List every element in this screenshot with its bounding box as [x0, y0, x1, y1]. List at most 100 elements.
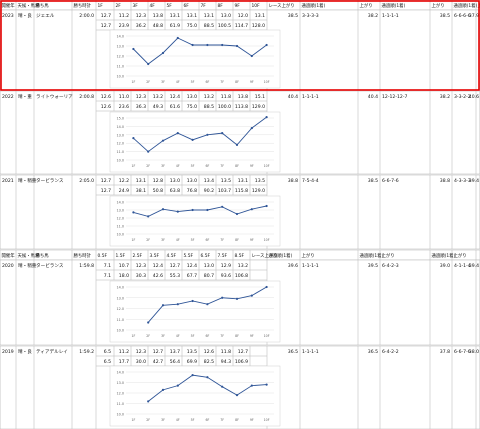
- lap-cell: 13.1: [204, 13, 214, 19]
- lap-chart[interactable]: 15.0 14.0 13.0 12.0 11.0 10.0 1F 2F 3F 4F 5F 6F 7F 8F…: [109, 111, 281, 173]
- x-tick-label: 10F: [264, 80, 270, 84]
- lap-chart[interactable]: 14.0 13.0 12.0 11.0 10.0 1F 2F 3F 4F 5F 6F 7F 8F 9F 10…: [109, 29, 281, 89]
- header-cell: 上がり: [432, 2, 445, 9]
- cumulative-cell: 106.8: [235, 273, 248, 279]
- pass-cell: 6-6-7-6: [454, 349, 471, 355]
- cumulative-cell: 75.0: [187, 23, 197, 29]
- up-cell: 39.0: [440, 263, 450, 269]
- x-tick-label: 5F: [191, 238, 195, 242]
- lap-cell: 13.0: [187, 178, 197, 184]
- year-cell: 2023: [2, 13, 14, 19]
- lap-cell: 13.1: [255, 13, 265, 19]
- lap-cell: 11.2: [119, 13, 129, 19]
- y-tick-label: 10.0: [116, 159, 124, 163]
- pass-cell: 1-1-1-1: [302, 263, 319, 269]
- x-tick-label: 2F: [146, 80, 150, 84]
- cumulative-cell: 12.7: [101, 23, 111, 29]
- y-tick-label: 13.0: [116, 296, 124, 300]
- x-tick-label: 3F: [161, 418, 165, 422]
- lap-chart[interactable]: 14.0 13.0 12.0 11.0 10.0 1F 2F 3F 4F 5F 6F 7F 8F 9F 10…: [109, 195, 281, 247]
- pass-cell: 3-3-3-3: [302, 13, 319, 19]
- data-point: [206, 133, 209, 136]
- lap-cell: 10.7: [119, 263, 129, 269]
- lap-cell: 12.7: [101, 13, 111, 19]
- cumulative-cell: 67.7: [187, 273, 197, 279]
- cumulative-cell: 114.7: [235, 23, 248, 29]
- lap-cell: 12.7: [153, 349, 163, 355]
- y-tick-label: 11.0: [116, 65, 124, 69]
- data-point: [161, 304, 165, 307]
- lap-cell: 12.7: [238, 349, 248, 355]
- lap-chart[interactable]: 14.0 13.0 12.0 11.0 10.0 1F 2F 3F 4F 5F 6F 7F 8F 9F 10…: [109, 280, 281, 343]
- x-tick-label: 9F: [250, 334, 254, 338]
- cumulative-cell: 12.6: [101, 104, 111, 110]
- data-point: [132, 47, 135, 51]
- year-cell: 2019: [2, 349, 14, 355]
- x-tick-label: 8F: [235, 238, 239, 242]
- y-tick-label: 10.0: [116, 329, 124, 333]
- cumulative-cell: 88.5: [204, 23, 214, 29]
- lap-cell: 12.3: [136, 94, 146, 100]
- up-cell: 38.5: [368, 178, 378, 184]
- data-point: [191, 374, 194, 377]
- y-tick-label: 14.0: [116, 125, 124, 129]
- header-cell: 10F: [252, 3, 261, 9]
- header-cell: レース上がり: [252, 252, 278, 259]
- time-cell: 2:00.0: [79, 13, 94, 19]
- x-tick-label: 7F: [220, 164, 224, 168]
- lap-cell: 12.3: [136, 13, 146, 19]
- x-tick-label: 9F: [250, 418, 254, 422]
- lap-cell: 13.5: [221, 178, 231, 184]
- x-tick-label: 4F: [176, 418, 180, 422]
- pass-cell: 6-4-2-3: [382, 263, 399, 269]
- time-cell: 2:05.0: [79, 178, 94, 184]
- cumulative-cell: 115.8: [235, 188, 248, 194]
- data-point: [265, 43, 268, 47]
- up-cell: 38.2: [368, 13, 378, 19]
- x-tick-label: 8F: [235, 80, 239, 84]
- cumulative-cell: 69.9: [187, 359, 197, 365]
- header-cell: 3.5F: [150, 253, 160, 259]
- cumulative-cell: 129.0: [252, 188, 265, 194]
- header-cell: 天候・馬場: [18, 252, 41, 259]
- data-point: [176, 210, 179, 213]
- year-cell: 2022: [2, 94, 14, 100]
- data-point: [250, 126, 253, 130]
- horse-cell: ティアデルレイ: [36, 348, 68, 355]
- x-tick-label: 4F: [176, 334, 180, 338]
- y-tick-label: 13.0: [116, 133, 124, 137]
- data-point: [265, 383, 268, 386]
- x-tick-label: 2F: [146, 238, 150, 242]
- pass-cell: 7-5-4-4: [302, 178, 319, 184]
- header-cell: 通過順(1着): [360, 252, 384, 259]
- pass-cell: 6-6-7-6: [382, 178, 399, 184]
- cumulative-cell: 128.0: [252, 23, 265, 29]
- header-cell: 8.5F: [235, 253, 245, 259]
- y-tick-label: 14.0: [116, 286, 124, 290]
- time-cell: 2:00.8: [79, 94, 94, 100]
- header-cell: 4F: [150, 3, 156, 9]
- x-tick-label: 3F: [161, 238, 165, 242]
- header-cell: 6F: [184, 3, 190, 9]
- y-tick-label: 15.0: [116, 117, 124, 121]
- cumulative-cell: 82.5: [204, 359, 214, 365]
- cumulative-cell: 48.8: [153, 23, 163, 29]
- lap-cell: 13.1: [187, 13, 197, 19]
- header-cell: レース上がり: [269, 2, 295, 9]
- horse-cell: タービランス: [36, 262, 64, 269]
- weather-cell: 晴・重: [18, 93, 32, 100]
- lap-cell: 13.2: [204, 94, 214, 100]
- lap-cell: 13.7: [170, 349, 180, 355]
- header-cell: 上がり: [302, 252, 315, 259]
- x-tick-label: 1F: [131, 334, 135, 338]
- y-tick-label: 10.0: [116, 233, 124, 237]
- lap-cell: 11.2: [119, 349, 129, 355]
- pass-cell: 12-12-12-7: [382, 94, 408, 100]
- race-up-cell: 38.5: [288, 13, 298, 19]
- cumulative-cell: 36.3: [136, 104, 146, 110]
- lap-chart[interactable]: 14.0 13.0 12.0 11.0 10.0 1F 2F 3F 4F 5F 6F 7F 8F 9F 10…: [109, 365, 281, 427]
- lap-cell: 7.1: [104, 263, 111, 269]
- header-cell: 天候・馬場: [18, 2, 41, 9]
- data-point: [176, 303, 179, 306]
